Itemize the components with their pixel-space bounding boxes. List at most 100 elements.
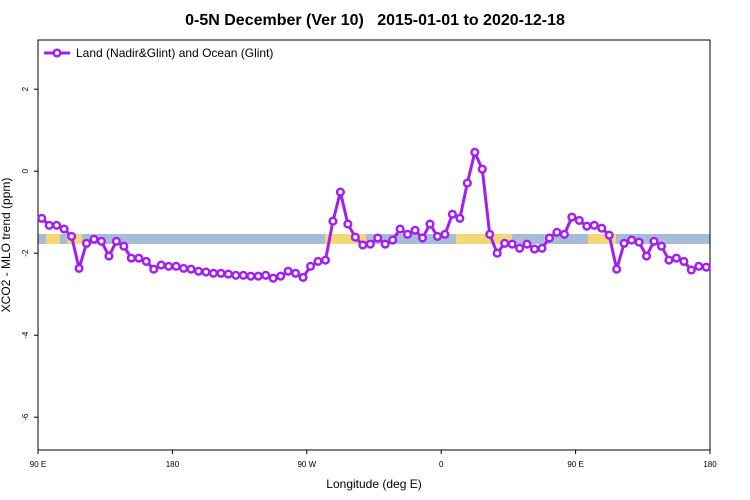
y-tick-label: -4 xyxy=(21,331,30,339)
x-tick-label: 180 xyxy=(166,460,180,469)
data-point xyxy=(627,235,637,245)
data-point xyxy=(589,220,599,230)
data-point xyxy=(81,238,92,248)
data-point xyxy=(567,212,577,222)
data-point xyxy=(686,265,696,275)
data-point xyxy=(276,271,286,281)
data-point xyxy=(447,209,457,219)
x-tick-label: 90 E xyxy=(30,460,46,469)
data-point xyxy=(552,227,562,237)
data-point xyxy=(440,229,450,239)
data-point xyxy=(343,219,353,229)
data-point xyxy=(268,273,278,283)
data-point xyxy=(141,256,151,266)
data-point xyxy=(403,229,413,239)
x-tick-label: 90 W xyxy=(297,460,316,469)
data-point xyxy=(634,237,644,247)
data-point xyxy=(171,261,181,271)
data-point xyxy=(37,213,47,223)
data-point xyxy=(358,240,368,250)
data-point xyxy=(373,233,383,243)
data-point xyxy=(238,270,248,280)
data-point xyxy=(522,239,532,249)
data-point xyxy=(679,256,689,266)
data-point xyxy=(649,236,659,246)
data-point xyxy=(216,268,226,278)
data-point xyxy=(52,220,62,230)
chart-title: 0-5N December (Ver 10) 2015-01-01 to 202… xyxy=(185,12,565,29)
data-point xyxy=(597,223,607,233)
data-point xyxy=(492,248,502,258)
x-axis-label: Longitude (deg E) xyxy=(326,477,421,491)
data-point xyxy=(417,233,428,243)
data-point xyxy=(477,164,487,174)
data-point xyxy=(604,230,614,240)
data-point xyxy=(179,263,189,273)
data-point xyxy=(149,264,159,274)
x-tick-label: 180 xyxy=(703,460,717,469)
y-tick-label: 0 xyxy=(21,168,30,173)
data-point xyxy=(507,239,517,249)
data-point xyxy=(164,261,174,271)
data-point xyxy=(432,231,443,241)
data-point xyxy=(470,147,480,157)
data-point xyxy=(74,263,84,273)
data-point xyxy=(89,234,99,244)
land-band xyxy=(325,234,366,244)
data-point xyxy=(455,213,465,223)
data-point xyxy=(193,266,204,276)
data-point xyxy=(365,239,375,249)
data-point xyxy=(44,220,54,230)
data-point xyxy=(544,233,555,243)
data-point xyxy=(67,231,77,241)
land-band xyxy=(588,234,616,244)
data-point xyxy=(335,187,345,197)
data-point xyxy=(500,238,510,248)
data-point xyxy=(111,236,121,246)
data-point xyxy=(223,269,233,279)
data-point xyxy=(694,261,704,271)
data-point xyxy=(485,229,495,239)
data-point xyxy=(298,272,308,282)
data-point xyxy=(156,260,166,270)
data-point xyxy=(388,235,398,245)
data-point xyxy=(59,224,69,234)
data-point xyxy=(261,270,271,280)
data-point xyxy=(186,264,196,274)
data-point xyxy=(701,262,711,272)
data-point xyxy=(664,255,674,265)
data-point xyxy=(305,261,316,271)
data-point xyxy=(104,251,114,261)
data-point xyxy=(283,266,293,276)
data-point xyxy=(395,224,405,234)
data-point xyxy=(231,270,241,280)
data-point xyxy=(619,238,629,248)
y-tick-label: -2 xyxy=(21,249,30,257)
x-tick-label: 0 xyxy=(439,460,444,469)
data-point xyxy=(253,271,263,281)
y-tick-label: 2 xyxy=(21,86,30,91)
data-point xyxy=(462,178,472,188)
data-point xyxy=(320,255,331,265)
y-axis-label: XCO2 - MLO trend (ppm) xyxy=(0,178,13,313)
data-point xyxy=(612,264,622,274)
data-point xyxy=(313,256,323,266)
data-point xyxy=(328,216,338,226)
data-point xyxy=(119,241,129,251)
data-point xyxy=(201,267,211,277)
land-band xyxy=(46,234,60,244)
data-point xyxy=(582,221,592,231)
data-point xyxy=(656,241,667,251)
legend-label: Land (Nadir&Glint) and Ocean (Glint) xyxy=(76,46,273,60)
data-point xyxy=(380,239,390,249)
data-point xyxy=(208,268,219,278)
data-point xyxy=(425,219,435,229)
data-point xyxy=(126,253,136,263)
plot-frame xyxy=(37,39,711,451)
data-point xyxy=(537,243,547,253)
y-tick-label: -6 xyxy=(21,413,30,421)
data-point xyxy=(574,215,584,225)
data-point xyxy=(291,268,301,278)
x-tick-label: 90 E xyxy=(567,460,583,469)
